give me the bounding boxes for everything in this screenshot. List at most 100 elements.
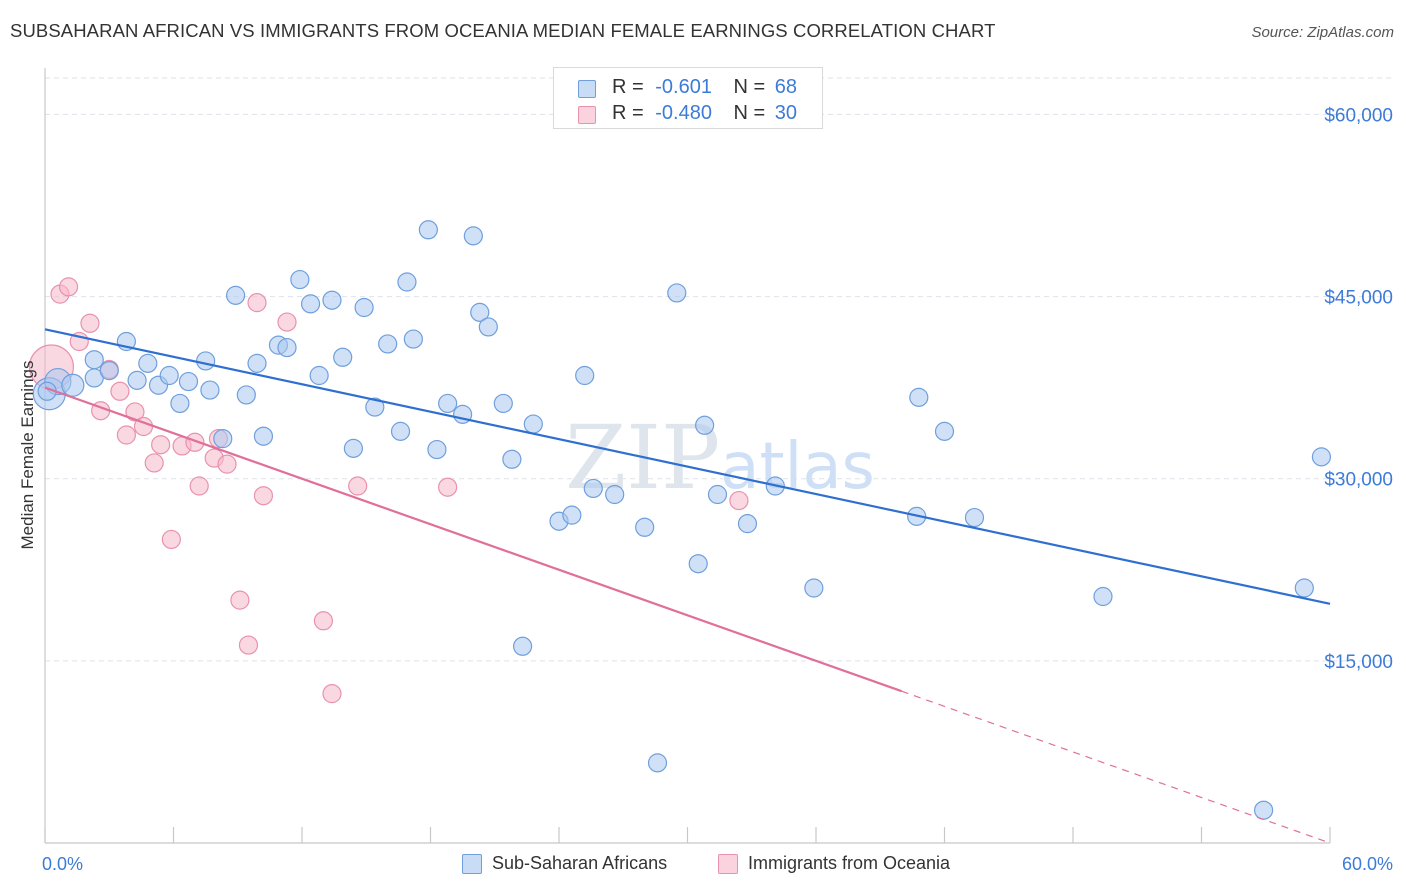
subsaharan-point xyxy=(397,272,417,292)
subsaharan-point xyxy=(562,505,582,525)
subsaharan-point xyxy=(333,347,353,367)
subsaharan-point xyxy=(470,302,490,322)
subsaharan-point xyxy=(583,478,603,499)
subsaharan-point xyxy=(343,438,363,458)
axes xyxy=(44,68,1331,844)
stats-text: R = -0.480 N = 30 xyxy=(612,102,797,125)
stats-text: R = -0.601 N = 68 xyxy=(612,76,797,99)
subsaharan-point xyxy=(502,449,522,469)
subsaharan-point xyxy=(478,317,498,337)
subsaharan-point xyxy=(512,636,533,656)
legend-label: Immigrants from Oceania xyxy=(748,853,951,873)
y-axis-label: Median Female Earnings xyxy=(18,360,37,550)
subsaharan-point xyxy=(707,484,728,505)
oceania-point xyxy=(247,293,267,313)
subsaharan-point xyxy=(463,226,483,246)
oceania-point xyxy=(161,529,181,550)
subsaharan-point xyxy=(300,294,321,314)
pink-swatch xyxy=(578,106,596,124)
pink-swatch xyxy=(718,854,738,874)
x-tick-label: 60.0% xyxy=(1342,854,1393,874)
oceania-point xyxy=(185,432,205,452)
y-tick-label: $60,000 xyxy=(1324,105,1393,126)
y-tick-label: $15,000 xyxy=(1324,652,1393,673)
blue-swatch xyxy=(462,854,482,874)
oceania-point xyxy=(238,635,259,655)
subsaharan-point xyxy=(418,220,438,240)
subsaharan-point xyxy=(127,370,147,390)
oceania-point xyxy=(322,684,342,704)
oceania-point xyxy=(729,490,749,511)
subsaharan-point xyxy=(737,514,758,534)
n-label: N = xyxy=(733,76,766,98)
n-value: 68 xyxy=(774,76,798,98)
subsaharan-point xyxy=(1093,586,1113,607)
subsaharan-point xyxy=(247,353,267,373)
n-value: 30 xyxy=(774,102,798,124)
oceania-point xyxy=(348,476,368,496)
x-tick-labels: 0.0% 60.0% xyxy=(42,854,1393,874)
subsaharan-point xyxy=(309,365,329,386)
subsaharan-point xyxy=(365,397,385,417)
oceania-trend-line xyxy=(44,386,903,693)
series-sub-saharan-africans xyxy=(32,220,1332,820)
y-tick-label: $45,000 xyxy=(1324,288,1393,309)
subsaharan-point xyxy=(226,285,246,305)
subsaharan-point xyxy=(909,387,929,407)
oceania-point xyxy=(438,477,458,497)
subsaharan-point xyxy=(523,414,543,434)
oceania-point xyxy=(144,453,164,473)
subsaharan-point xyxy=(236,385,256,405)
subsaharan-point xyxy=(934,421,955,441)
oceania-point xyxy=(253,486,274,506)
subsaharan-point xyxy=(99,361,119,381)
oceania-point xyxy=(125,402,145,422)
oceania-point xyxy=(151,435,171,455)
legend-label: Sub-Saharan Africans xyxy=(492,853,668,873)
y-tick-label: $30,000 xyxy=(1324,470,1393,491)
subsaharan-point xyxy=(605,484,625,505)
chart-title: SUBSAHARAN AFRICAN VS IMMIGRANTS FROM OC… xyxy=(10,20,996,41)
subsaharan-trend-line xyxy=(44,328,1331,605)
x-tick-label: 0.0% xyxy=(42,854,83,874)
oceania-point xyxy=(277,312,297,332)
oceania-point xyxy=(217,454,237,474)
subsaharan-point xyxy=(1294,578,1314,598)
subsaharan-point xyxy=(84,350,104,370)
subsaharan-point xyxy=(290,269,310,290)
subsaharan-point xyxy=(438,393,458,414)
subsaharan-point xyxy=(575,365,595,386)
subsaharan-point xyxy=(667,283,687,303)
subsaharan-point xyxy=(1254,800,1274,820)
y-tick-labels: $15,000 $30,000 $45,000 $60,000 xyxy=(1324,105,1393,672)
subsaharan-point xyxy=(695,415,715,435)
subsaharan-point xyxy=(1311,447,1332,467)
subsaharan-point xyxy=(159,365,179,386)
trend-lines xyxy=(44,328,1331,844)
stats-legend: R = -0.601 N = 68 R = -0.480 N = 30 xyxy=(553,67,823,129)
subsaharan-point xyxy=(277,337,297,358)
subsaharan-point xyxy=(427,439,447,460)
subsaharan-point xyxy=(635,517,655,537)
oceania-point xyxy=(110,381,130,401)
oceania-point xyxy=(80,313,100,333)
blue-swatch xyxy=(578,80,596,98)
subsaharan-point xyxy=(138,353,158,373)
oceania-point xyxy=(230,590,250,610)
subsaharan-point xyxy=(964,507,985,528)
source-label: Source: ZipAtlas.com xyxy=(1251,24,1394,41)
subsaharan-point xyxy=(178,371,199,392)
subsaharan-point xyxy=(493,393,513,414)
subsaharan-point xyxy=(354,297,374,318)
r-value: -0.601 xyxy=(655,76,712,98)
oceania-point xyxy=(116,425,136,445)
subsaharan-point xyxy=(804,578,824,598)
subsaharan-point xyxy=(647,753,668,773)
subsaharan-point xyxy=(253,426,274,446)
subsaharan-point xyxy=(61,373,85,397)
subsaharan-point xyxy=(378,334,398,354)
subsaharan-point xyxy=(390,421,411,441)
subsaharan-point xyxy=(322,290,342,310)
subsaharan-point xyxy=(213,429,233,449)
